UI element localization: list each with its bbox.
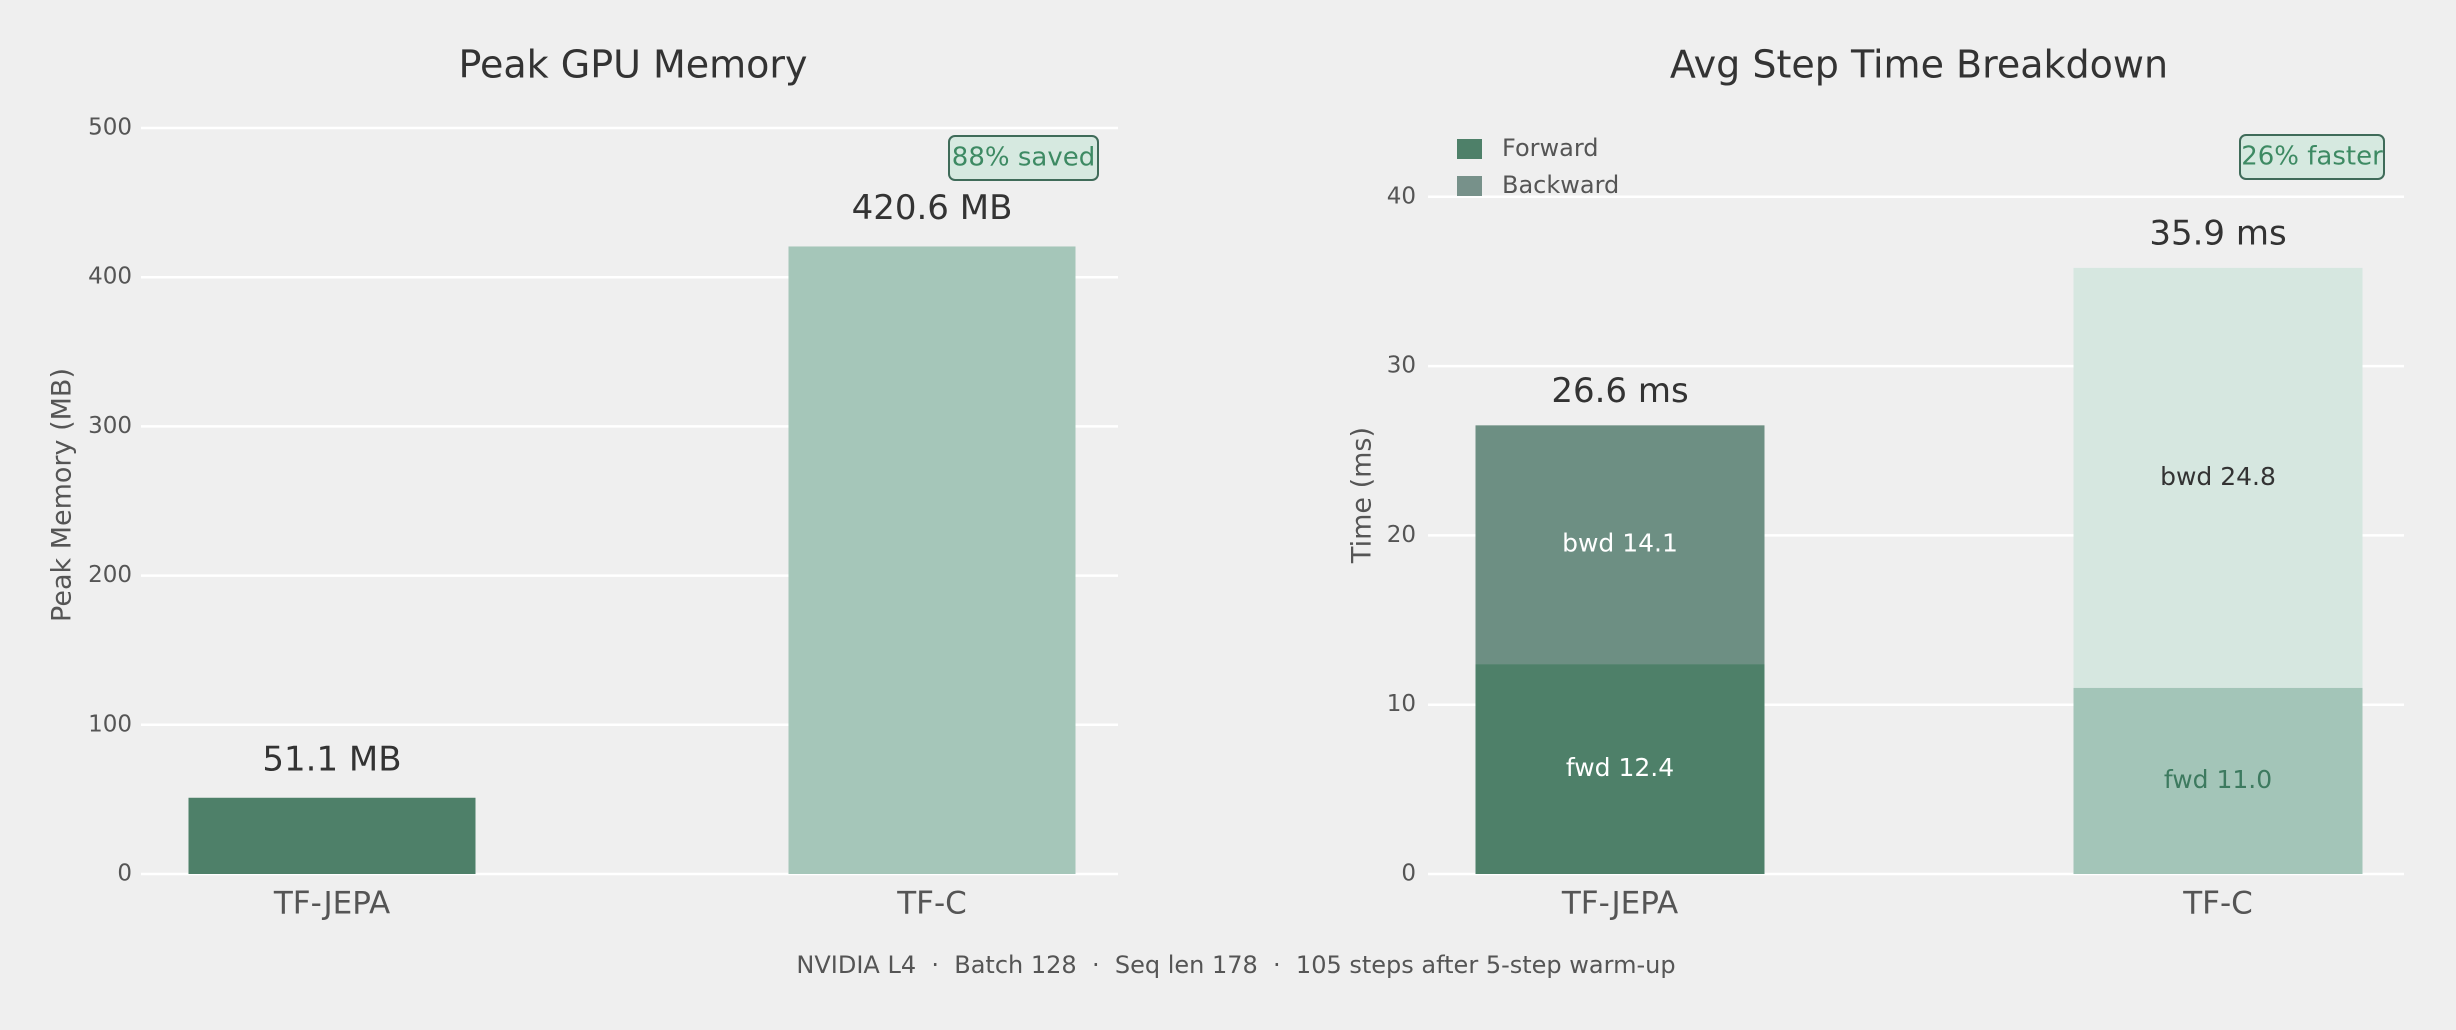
segment-label: bwd 24.8 [2160, 462, 2276, 491]
y-tick-label: 200 [88, 562, 132, 588]
y-axis-label: Time (ms) [1347, 427, 1378, 564]
legend-swatch [1457, 139, 1482, 159]
chart-title: Peak GPU Memory [458, 43, 807, 87]
value-label: 420.6 MB [852, 188, 1013, 228]
bar [188, 797, 476, 874]
chart-title: Avg Step Time Breakdown [1670, 43, 2168, 87]
bar-segment [2073, 267, 2363, 688]
segment-label: fwd 11.0 [2164, 765, 2272, 794]
bar-segment [1475, 425, 1765, 665]
legend-label: Backward [1502, 171, 1619, 199]
y-tick-label: 100 [88, 711, 132, 737]
legend-swatch [1457, 176, 1482, 196]
y-tick-label: 20 [1387, 522, 1416, 548]
x-tick-label: TF-JEPA [1561, 886, 1678, 922]
annotation-box [2239, 134, 2385, 180]
total-label: 26.6 ms [1551, 371, 1688, 411]
y-tick-label: 300 [88, 413, 132, 439]
y-tick-label: 30 [1387, 353, 1416, 379]
segment-label: bwd 14.1 [1562, 529, 1678, 558]
y-tick-label: 400 [88, 264, 132, 290]
annotation-box [948, 135, 1099, 181]
bar [788, 246, 1076, 875]
y-tick-label: 0 [1401, 861, 1416, 887]
x-tick-label: TF-C [2182, 886, 2253, 922]
legend-label: Forward [1502, 134, 1599, 162]
y-tick-label: 10 [1387, 691, 1416, 717]
annotation: 26% faster [2241, 142, 2383, 172]
y-tick-label: 40 [1387, 183, 1416, 209]
x-tick-label: TF-JEPA [273, 886, 390, 922]
x-tick-label: TF-C [896, 886, 967, 922]
bar-segment [2073, 687, 2363, 874]
y-axis-label: Peak Memory (MB) [47, 368, 78, 622]
segment-label: fwd 12.4 [1566, 753, 1674, 782]
y-tick-label: 0 [117, 861, 132, 887]
value-label: 51.1 MB [262, 739, 401, 779]
total-label: 35.9 ms [2149, 213, 2286, 253]
annotation: 88% saved [952, 143, 1095, 173]
bar-segment [1475, 664, 1765, 874]
footer: NVIDIA L4 · Batch 128 · Seq len 178 · 10… [796, 951, 1675, 979]
y-tick-label: 500 [88, 115, 132, 141]
